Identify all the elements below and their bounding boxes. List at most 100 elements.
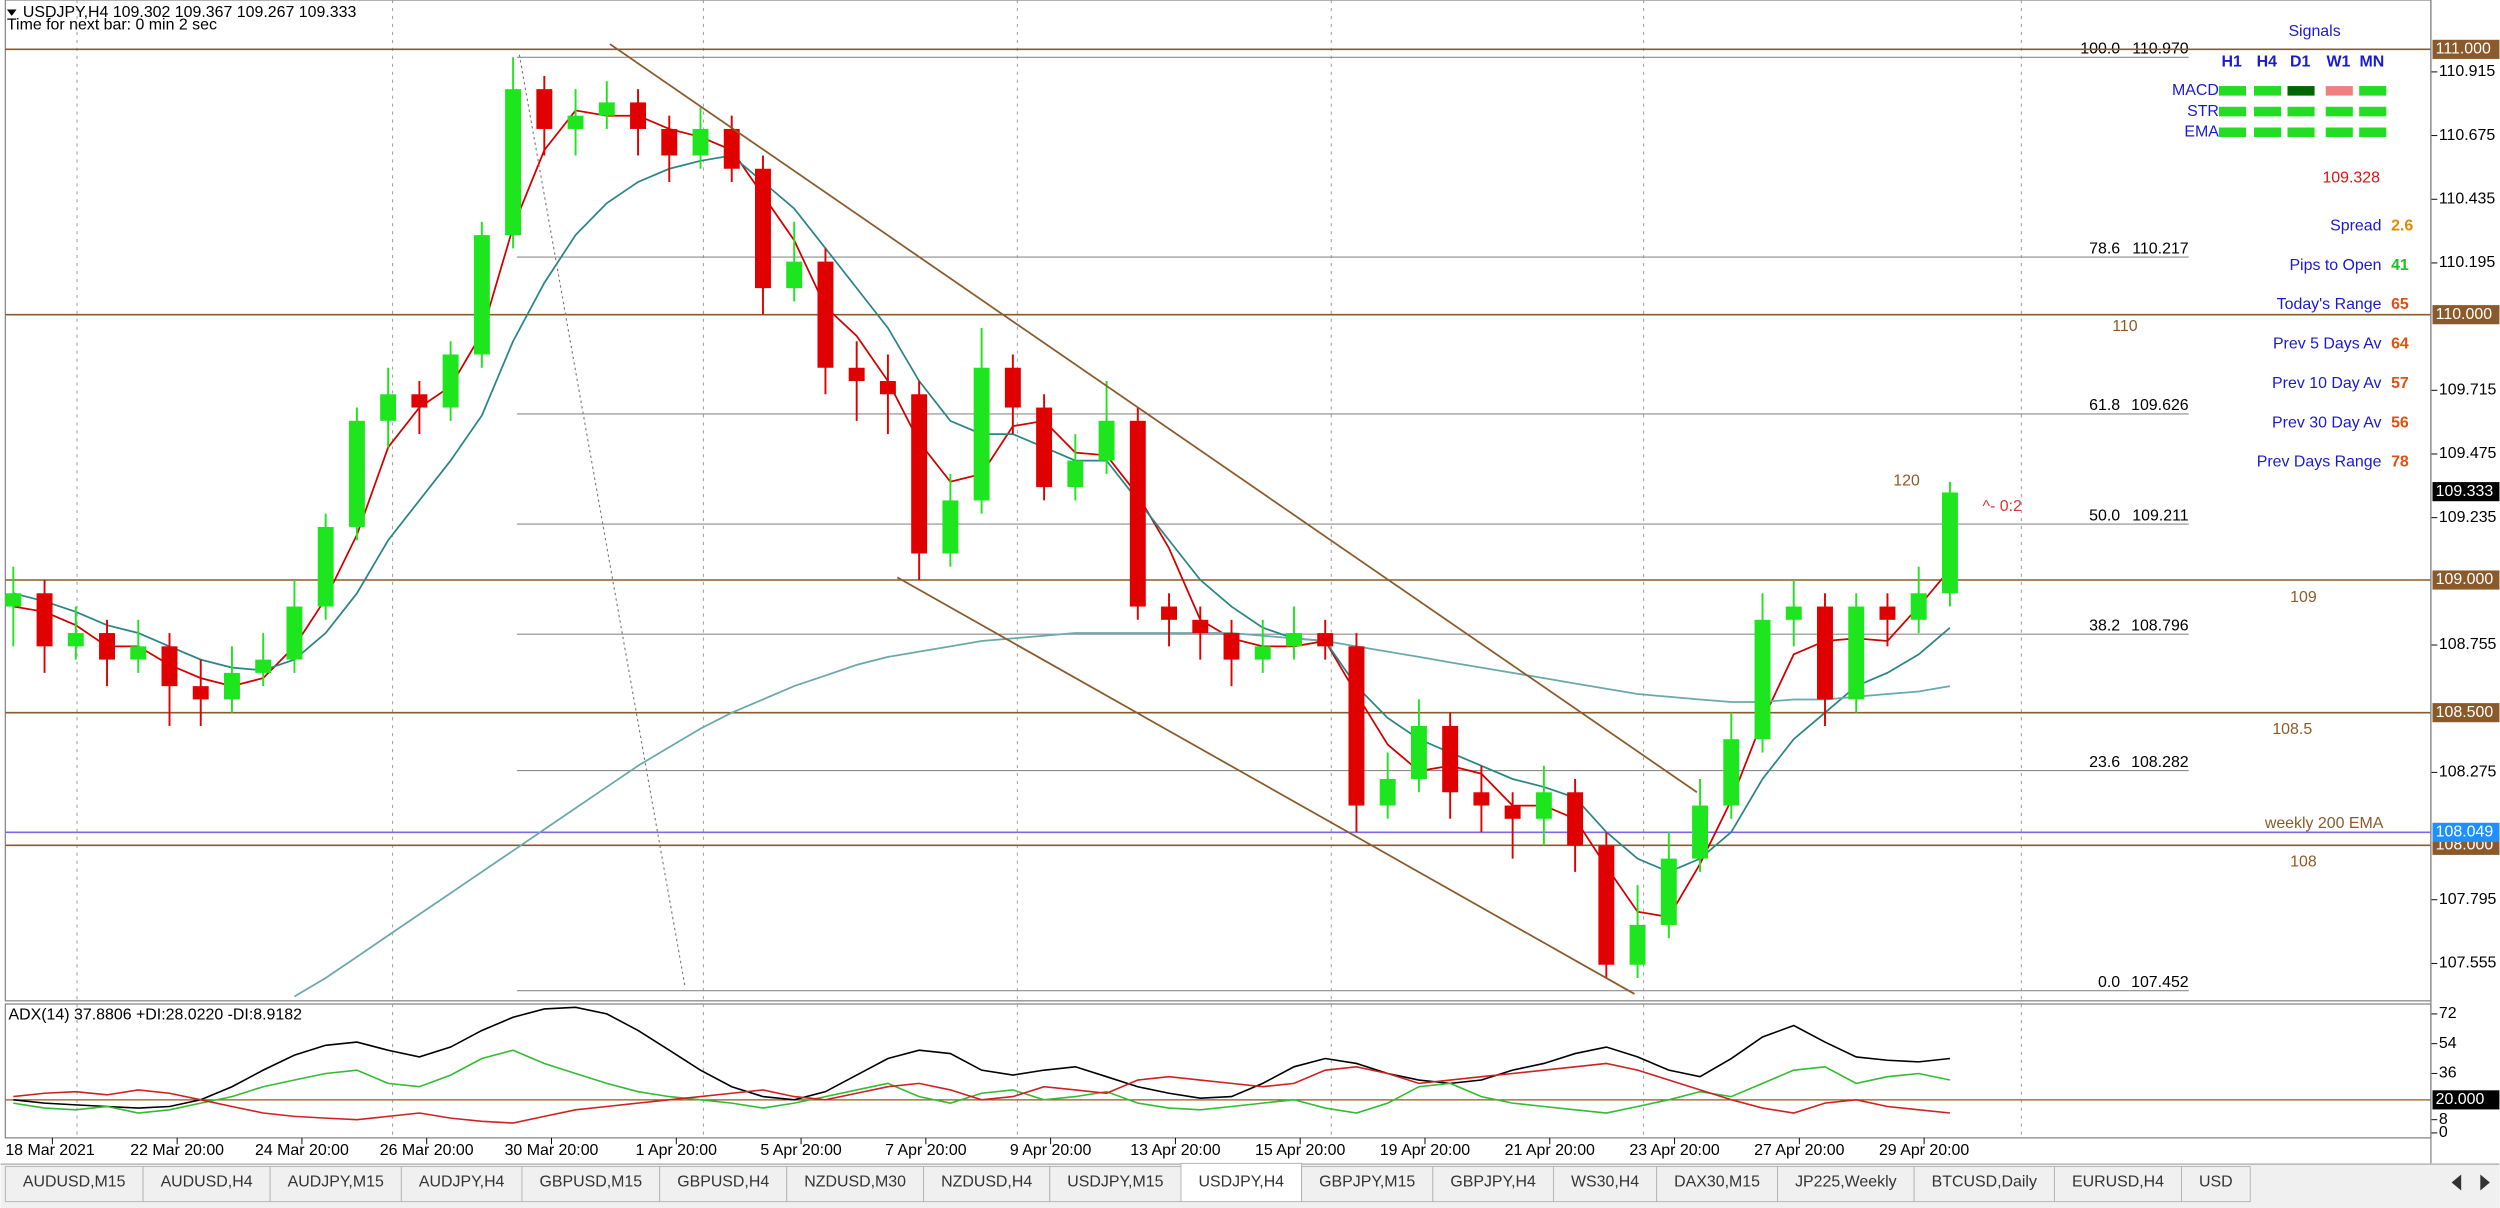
candle-body	[99, 633, 115, 660]
tab-label[interactable]: NZDUSD,H4	[941, 1174, 1032, 1191]
stat-value: 78	[2391, 454, 2409, 471]
x-tick-label: 23 Apr 20:00	[1629, 1142, 1719, 1159]
tab[interactable]	[659, 1166, 788, 1203]
current-price: 109.328	[2322, 170, 2380, 187]
fib-level-label: 0.0	[2098, 974, 2120, 991]
tab[interactable]	[1049, 1166, 1182, 1203]
candle-body	[1629, 924, 1646, 965]
tab-label[interactable]: USDJPY,M15	[1067, 1174, 1163, 1191]
signals-column: H1	[2222, 53, 2242, 70]
candle-body	[1910, 593, 1927, 620]
x-tick-label: 7 Apr 20:00	[885, 1142, 967, 1159]
chart-annotation: 109	[2290, 589, 2317, 606]
tab-label[interactable]: EURUSD,H4	[2072, 1174, 2164, 1191]
chart-annotation: 120	[1893, 472, 1920, 489]
tab[interactable]	[2181, 1166, 2251, 1203]
tab-scroll-right[interactable]	[2480, 1174, 2490, 1191]
tab[interactable]	[400, 1166, 523, 1203]
tab[interactable]	[1913, 1166, 2055, 1203]
tab-label[interactable]: GBPJPY,M15	[1319, 1174, 1415, 1191]
signal-block	[2359, 86, 2387, 96]
level-price-label: 109.333	[2436, 483, 2494, 500]
tab-label[interactable]: GBPUSD,M15	[539, 1174, 642, 1191]
signals-row-label: MACD	[2172, 82, 2219, 99]
stat-label: Today's Range	[2277, 296, 2382, 313]
candle-body	[630, 102, 646, 129]
fib-price-label: 107.452	[2131, 974, 2189, 991]
candle-body	[286, 606, 303, 660]
stat-value: 57	[2391, 375, 2409, 392]
x-tick-label: 9 Apr 20:00	[1010, 1142, 1092, 1159]
tab-nav-bg	[2438, 1166, 2500, 1202]
candle-body	[723, 128, 740, 169]
tab-label[interactable]: JP225,Weekly	[1795, 1174, 1897, 1191]
tab-label[interactable]: GBPJPY,H4	[1450, 1174, 1536, 1191]
tab-label[interactable]: WS30,H4	[1571, 1174, 1639, 1191]
y-tick-label: 108.755	[2439, 636, 2497, 653]
fib-price-label: 108.796	[2131, 617, 2189, 634]
tab-label[interactable]: AUDUSD,H4	[161, 1174, 253, 1191]
y-tick-label: 110.675	[2439, 127, 2496, 144]
tab[interactable]	[521, 1166, 661, 1203]
y-tick-label: 109.235	[2439, 509, 2497, 526]
level-price-label: 108.500	[2436, 704, 2494, 721]
tab[interactable]	[2053, 1166, 2183, 1203]
candle-body	[1941, 492, 1958, 594]
tab[interactable]	[786, 1166, 925, 1203]
stat-value: 64	[2391, 336, 2409, 353]
fib-price-label: 109.211	[2132, 507, 2189, 524]
tab[interactable]	[4, 1166, 144, 1203]
indicator-line	[13, 1062, 1951, 1124]
level-price-box	[2432, 703, 2500, 723]
tab[interactable]	[923, 1166, 1051, 1203]
candle-body	[1785, 606, 1802, 620]
tab[interactable]	[1656, 1166, 1779, 1203]
collapse-icon[interactable]	[6, 9, 17, 16]
candle-body	[192, 686, 209, 700]
tab-label[interactable]: NZDUSD,M30	[804, 1174, 906, 1191]
candle-body	[1567, 792, 1584, 846]
tab-label[interactable]: USDJPY,H4	[1199, 1174, 1285, 1191]
level-price-box	[2432, 1090, 2500, 1110]
stat-label: Pips to Open	[2289, 257, 2381, 274]
tab-label[interactable]: USD	[2199, 1174, 2233, 1191]
trendline	[518, 54, 686, 987]
y-tick-label: 109.475	[2439, 445, 2497, 462]
candle-body	[348, 420, 365, 527]
indicator-line	[13, 1049, 1951, 1114]
candle-body	[879, 381, 896, 395]
tab[interactable]	[1552, 1166, 1658, 1203]
candle-body	[67, 633, 84, 647]
fib-price-label: 109.626	[2131, 397, 2189, 414]
tab[interactable]	[1432, 1166, 1554, 1203]
tab-label[interactable]: DAX30,M15	[1674, 1174, 1760, 1191]
tab-label[interactable]: AUDJPY,H4	[419, 1174, 505, 1191]
tab-label[interactable]: GBPUSD,H4	[677, 1174, 769, 1191]
tab[interactable]	[1777, 1166, 1915, 1203]
signal-block	[2359, 127, 2387, 138]
y-tick-label: 107.555	[2439, 955, 2497, 972]
candle-body	[692, 128, 709, 156]
tab[interactable]	[142, 1166, 271, 1203]
candle-body	[598, 102, 615, 116]
y-tick-label: 110.195	[2439, 254, 2496, 271]
candle-body	[1036, 407, 1053, 488]
candle-body	[1754, 619, 1771, 740]
signals-column: D1	[2290, 53, 2310, 70]
tab-label[interactable]: AUDUSD,M15	[23, 1174, 126, 1191]
fib-level-label: 38.2	[2089, 617, 2120, 634]
signal-block	[2254, 86, 2282, 96]
level-price-label: 111.000	[2436, 41, 2491, 58]
x-tick-label: 24 Mar 20:00	[255, 1142, 349, 1159]
signals-row-label: EMA	[2184, 123, 2219, 140]
candle-body	[1692, 805, 1709, 859]
tab[interactable]	[1301, 1166, 1434, 1203]
signal-block	[2218, 127, 2247, 138]
candle-body	[661, 128, 678, 156]
tab-label[interactable]: AUDJPY,M15	[288, 1174, 384, 1191]
signals-column: MN	[2360, 53, 2385, 70]
tab-scroll-left[interactable]	[2451, 1174, 2462, 1191]
tab[interactable]	[1180, 1162, 1303, 1203]
tab-label[interactable]: BTCUSD,Daily	[1932, 1174, 2037, 1191]
